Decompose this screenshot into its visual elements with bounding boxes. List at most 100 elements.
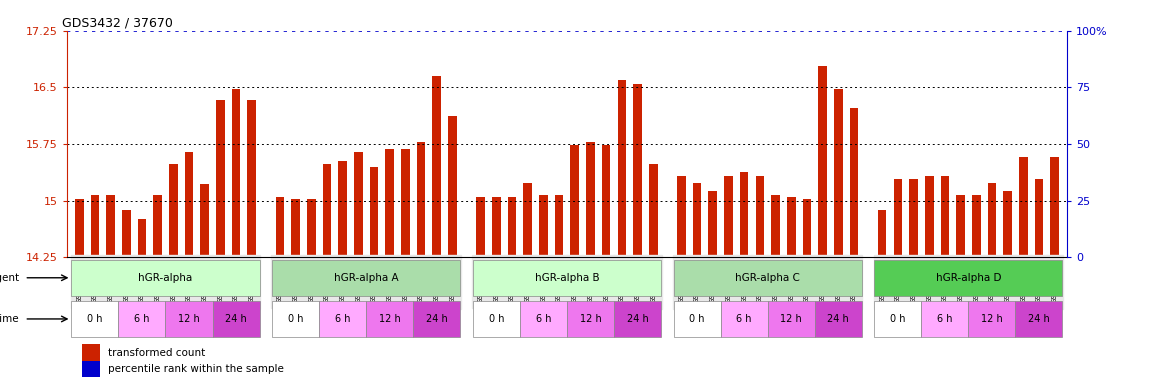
Bar [1050,157,1059,257]
Text: 0 h: 0 h [890,314,905,324]
Bar [385,149,394,257]
Text: GDS3432 / 37670: GDS3432 / 37670 [62,17,172,30]
Bar [448,116,457,257]
Bar [520,301,567,338]
Bar [71,260,260,296]
Bar [570,146,580,257]
Bar [273,301,320,338]
Text: transformed count: transformed count [108,348,205,358]
Bar [354,152,362,257]
Text: 6 h: 6 h [335,314,351,324]
Bar [787,197,796,257]
Bar [618,80,626,257]
Bar [82,344,100,361]
Bar [567,301,614,338]
Bar [772,195,780,257]
Text: 6 h: 6 h [736,314,752,324]
Bar [554,195,564,257]
Bar [941,175,949,257]
Text: 24 h: 24 h [827,314,849,324]
Bar [75,199,84,257]
Bar [649,164,658,257]
Text: 12 h: 12 h [781,314,802,324]
Bar [216,100,224,257]
Text: 12 h: 12 h [580,314,601,324]
Bar [674,260,861,296]
Text: 0 h: 0 h [689,314,705,324]
Text: 0 h: 0 h [288,314,304,324]
Bar [338,161,347,257]
Bar [894,179,902,257]
Bar [768,301,814,338]
Bar [586,142,595,257]
Bar [71,301,118,338]
Bar [850,108,858,257]
Bar [819,66,827,257]
Bar [721,301,768,338]
Bar [200,184,209,257]
Bar [276,197,284,257]
Text: hGR-alpha A: hGR-alpha A [334,273,399,283]
Bar [601,146,611,257]
Text: 6 h: 6 h [937,314,952,324]
Bar [122,210,131,257]
Bar [273,260,460,296]
Text: time: time [0,314,20,324]
Text: 12 h: 12 h [178,314,200,324]
Bar [232,89,240,257]
Bar [708,191,718,257]
Bar [724,175,733,257]
Bar [614,301,661,338]
Bar [91,195,99,257]
Bar [739,172,749,257]
Bar [247,100,256,257]
Bar [925,175,934,257]
Bar [413,301,460,338]
Bar [756,175,764,257]
Bar [1015,301,1063,338]
Bar [166,301,213,338]
Bar [118,301,166,338]
Bar [473,260,661,296]
Bar [401,149,409,257]
Bar [874,260,1063,296]
Bar [1019,157,1028,257]
Bar [674,301,721,338]
Bar [476,197,485,257]
Bar [957,195,965,257]
Text: agent: agent [0,273,20,283]
Bar [492,197,500,257]
Bar [138,219,146,257]
Bar [634,84,642,257]
Bar [473,301,520,338]
Text: hGR-alpha: hGR-alpha [138,273,192,283]
Bar [921,301,968,338]
Text: 24 h: 24 h [225,314,247,324]
Bar [1035,179,1043,257]
Bar [523,183,532,257]
Text: 24 h: 24 h [426,314,447,324]
Text: 12 h: 12 h [981,314,1003,324]
Text: 12 h: 12 h [378,314,400,324]
Text: 0 h: 0 h [489,314,504,324]
Bar [370,167,378,257]
Text: hGR-alpha B: hGR-alpha B [535,273,599,283]
Bar [877,210,887,257]
Bar [874,301,921,338]
Bar [291,199,300,257]
Text: percentile rank within the sample: percentile rank within the sample [108,364,284,374]
Bar [106,195,115,257]
Bar [814,301,861,338]
Bar [508,197,516,257]
Bar [910,179,918,257]
Text: 24 h: 24 h [1028,314,1050,324]
Bar [834,89,843,257]
Text: 6 h: 6 h [135,314,150,324]
Bar [803,199,811,257]
Text: 0 h: 0 h [87,314,102,324]
Bar [692,183,702,257]
Bar [416,142,426,257]
Bar [213,301,260,338]
Bar [677,175,685,257]
Bar [972,195,981,257]
